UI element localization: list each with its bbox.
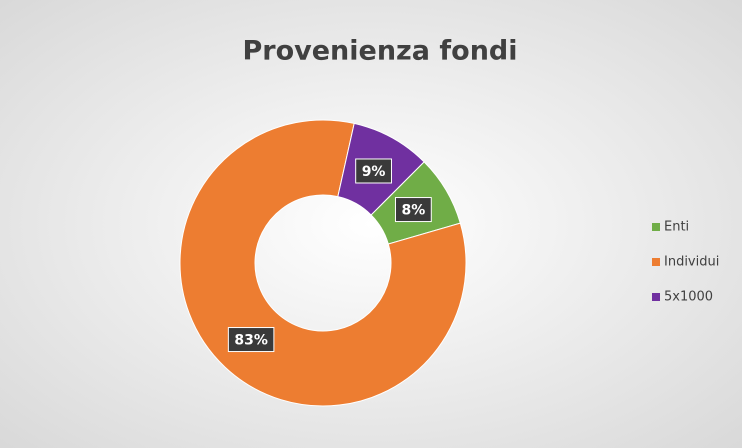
chart-title: Provenienza fondi	[242, 36, 517, 67]
data-label: 8%	[394, 197, 432, 223]
data-label-box	[394, 197, 432, 223]
legend-swatch	[652, 293, 660, 301]
legend-label: Individui	[664, 255, 719, 270]
legend-label: 5x1000	[664, 290, 713, 305]
data-label-box	[227, 327, 275, 353]
data-label: 9%	[355, 158, 392, 184]
data-label: 83%	[227, 327, 275, 353]
legend-swatch	[652, 258, 660, 266]
data-label-text: 9%	[362, 164, 386, 180]
legend-swatch	[652, 223, 660, 231]
data-label-box	[355, 158, 392, 184]
data-label-text: 83%	[234, 333, 268, 349]
legend-label: Enti	[664, 220, 689, 235]
data-label-text: 8%	[401, 203, 425, 219]
